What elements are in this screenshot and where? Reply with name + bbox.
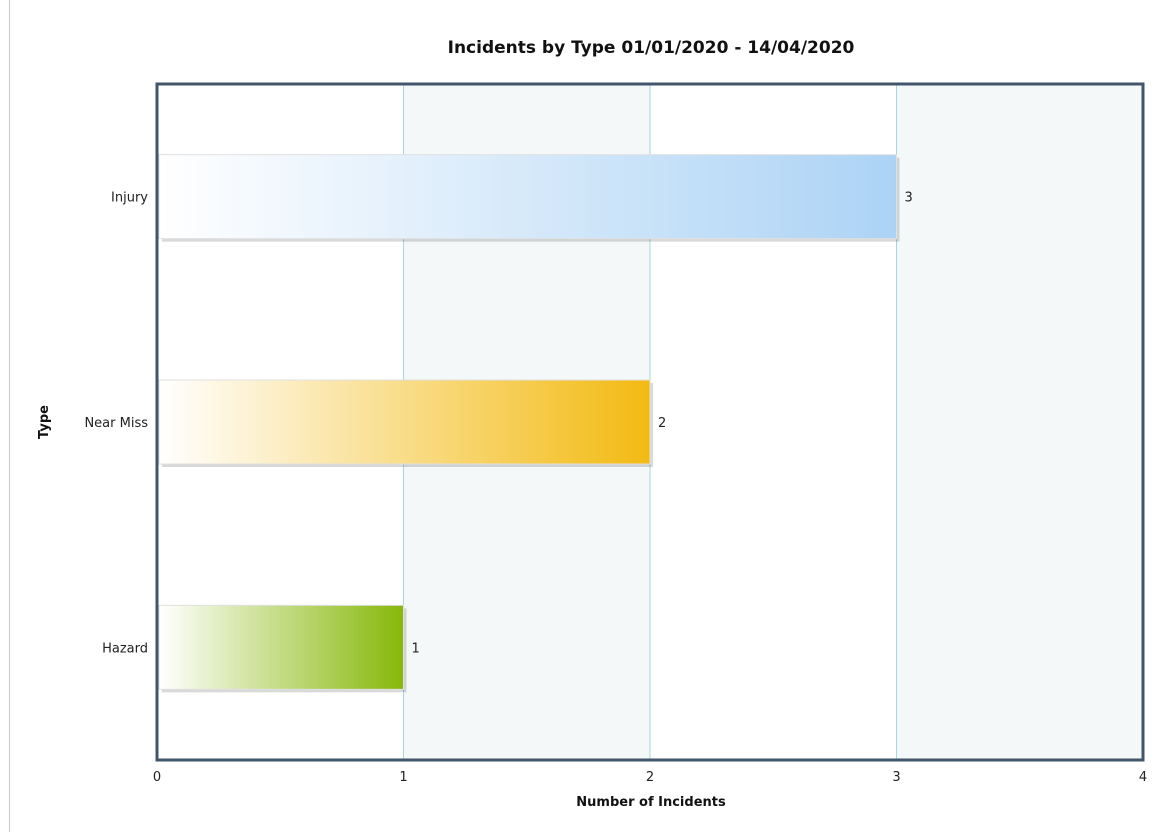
left-divider	[9, 0, 10, 832]
bar-injury[interactable]	[158, 154, 897, 240]
x-tick-label: 3	[892, 770, 900, 785]
plot-band	[896, 84, 1143, 760]
bars	[158, 154, 900, 693]
bar-value-label-injury: 3	[905, 191, 913, 206]
bar-value-labels: 3 2 1	[412, 191, 913, 657]
x-axis-title: Number of Incidents	[576, 795, 726, 810]
x-tick-labels: 0 1 2 3 4	[153, 770, 1147, 785]
bar-near-miss[interactable]	[158, 379, 651, 465]
bar-value-label-near-miss: 2	[658, 416, 666, 431]
category-label-near-miss: Near Miss	[84, 416, 148, 431]
x-tick-label: 2	[646, 770, 654, 785]
x-tick-label: 1	[399, 770, 407, 785]
bar-hazard[interactable]	[158, 604, 404, 690]
category-labels: Injury Near Miss Hazard	[84, 191, 148, 657]
plot-border	[155, 82, 1145, 762]
category-label-injury: Injury	[111, 191, 148, 206]
bar-value-label-hazard: 1	[412, 641, 420, 656]
y-axis-title: Type	[37, 405, 52, 439]
x-tick-label: 0	[153, 770, 161, 785]
chart-title: Incidents by Type 01/01/2020 - 14/04/202…	[448, 38, 855, 58]
category-label-hazard: Hazard	[102, 641, 148, 656]
x-tick-label: 4	[1139, 770, 1147, 785]
